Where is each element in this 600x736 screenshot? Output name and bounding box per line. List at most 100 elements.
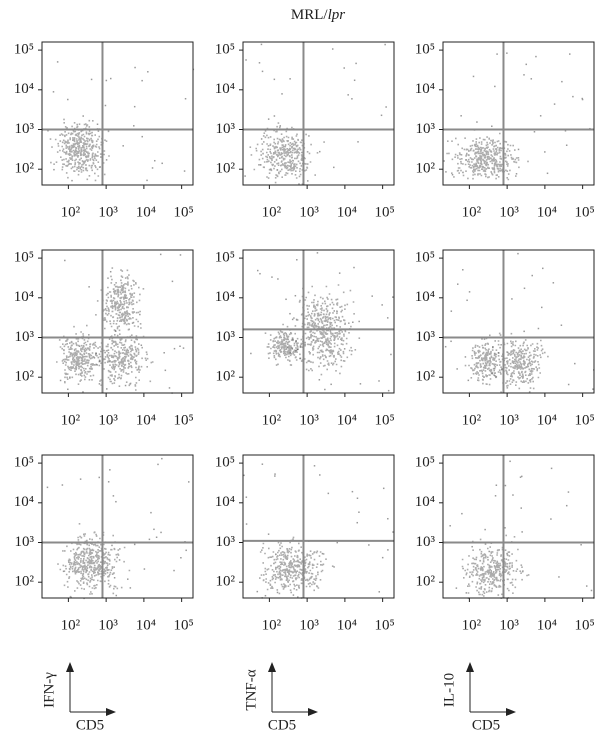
event-dot <box>468 291 471 293</box>
y-tick-label: 10⁵ <box>14 455 34 471</box>
event-dot <box>316 252 319 254</box>
event-dot <box>292 594 295 596</box>
event-dot <box>512 494 514 496</box>
event-dot <box>565 144 568 146</box>
y-tick-label: 10² <box>416 369 436 385</box>
event-dot <box>93 357 96 359</box>
event-dot <box>465 159 467 161</box>
event-dot <box>550 518 552 520</box>
event-dot <box>155 536 158 539</box>
event-dot <box>385 106 387 108</box>
event-dot <box>471 545 473 548</box>
y-tick-label: 10² <box>15 161 35 177</box>
event-dot <box>511 298 513 300</box>
event-dot <box>553 103 556 105</box>
event-dot <box>531 274 533 277</box>
event-dot <box>327 492 330 495</box>
event-dot <box>381 556 384 559</box>
x-tick-label: 10⁵ <box>375 412 395 428</box>
event-dot <box>256 590 259 593</box>
event-dot <box>523 287 526 290</box>
x-tick-label: 10⁴ <box>136 204 156 220</box>
y-tick-label: 10⁴ <box>415 289 435 305</box>
event-dot <box>118 559 121 561</box>
y-tick-label: 10² <box>216 369 236 385</box>
event-dot <box>324 388 326 391</box>
event-dot <box>140 344 143 347</box>
event-dot <box>504 484 507 487</box>
event-dot <box>445 171 447 173</box>
event-dot <box>472 75 475 78</box>
event-cloud <box>264 323 305 366</box>
event-dot <box>109 270 112 273</box>
y-tick-label: 10² <box>416 574 436 590</box>
event-dot <box>96 123 99 126</box>
title-italic: lpr <box>328 7 346 23</box>
event-dot <box>82 391 84 393</box>
event-dot <box>104 351 106 354</box>
event-dot <box>104 104 107 107</box>
event-dot <box>319 474 321 476</box>
event-dot <box>359 383 362 385</box>
x-tick-label: 10³ <box>299 617 319 633</box>
key-x-label: CD5 <box>472 717 500 733</box>
event-dot <box>333 310 335 312</box>
event-cloud <box>56 324 104 385</box>
plot-frame <box>242 41 395 186</box>
event-dot <box>561 80 563 83</box>
event-dot <box>368 544 370 546</box>
y-tick-label: 10³ <box>15 534 35 550</box>
panel: 10² 10³ 10⁴ 10⁵ 10² 10³ 10⁴ 10⁵ <box>14 454 194 633</box>
event-dot <box>449 525 451 527</box>
event-dot <box>260 138 263 140</box>
event-dot <box>273 115 276 117</box>
event-dot <box>581 97 584 100</box>
y-tick-label: 10⁴ <box>14 494 34 510</box>
event-dot <box>523 330 525 333</box>
event-dot <box>108 360 111 363</box>
panel: 10² 10³ 10⁴ 10⁵ 10² 10³ 10⁴ 10⁵ <box>415 454 595 633</box>
event-dot <box>153 159 156 162</box>
event-dot <box>476 121 478 123</box>
event-dot <box>533 131 536 133</box>
event-dot <box>495 484 498 486</box>
y-tick-label: 10³ <box>416 534 436 550</box>
event-cloud <box>49 118 110 182</box>
event-dot <box>296 319 298 321</box>
event-dot <box>558 576 560 578</box>
event-dot <box>47 129 49 132</box>
event-dot <box>105 159 108 161</box>
y-tick-label: 10⁴ <box>215 289 235 305</box>
x-tick-label: 10² <box>61 412 81 428</box>
y-tick-label: 10⁵ <box>215 42 235 58</box>
event-dot <box>352 321 354 324</box>
event-dot <box>161 457 163 460</box>
event-dot <box>585 585 588 587</box>
y-tick-label: 10⁵ <box>415 250 435 266</box>
event-dot <box>124 384 127 387</box>
event-dot <box>69 376 71 378</box>
event-dot <box>243 474 245 477</box>
x-tick-label: 10⁵ <box>375 204 395 220</box>
event-dot <box>291 318 294 321</box>
event-dot <box>179 345 181 348</box>
event-dot <box>98 383 101 385</box>
panel: 10² 10³ 10⁴ 10⁵ 10² 10³ 10⁴ 10⁵ <box>215 454 395 633</box>
y-tick-label: 10³ <box>416 121 436 137</box>
event-dot <box>564 130 567 132</box>
x-tick-label: 10² <box>61 204 81 220</box>
event-dot <box>168 387 171 389</box>
event-dot <box>381 304 383 306</box>
event-dot <box>494 352 496 355</box>
event-dot <box>71 179 73 182</box>
key-arrowhead <box>506 708 516 716</box>
event-dot <box>250 352 252 355</box>
panel: 10² 10³ 10⁴ 10⁵ 10² 10³ 10⁴ 10⁵ <box>415 41 595 220</box>
event-dot <box>580 544 582 546</box>
x-tick-label: 10⁵ <box>375 617 395 633</box>
event-dot <box>537 327 540 330</box>
event-dot <box>276 591 279 594</box>
event-dot <box>115 500 117 503</box>
x-tick-label: 10⁴ <box>337 617 357 633</box>
x-tick-label: 10³ <box>299 204 319 220</box>
